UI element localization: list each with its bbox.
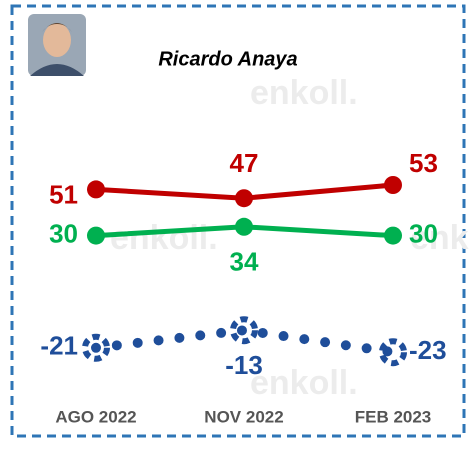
- data-label: 30: [409, 218, 438, 248]
- point: [235, 218, 253, 236]
- x-tick-label: NOV 2022: [204, 407, 283, 426]
- data-label: 30: [49, 218, 78, 248]
- watermark: enkoll.: [250, 364, 358, 402]
- data-label: 34: [230, 247, 259, 277]
- point: [384, 227, 402, 245]
- x-tick-label: AGO 2022: [55, 407, 136, 426]
- x-tick-label: FEB 2023: [355, 407, 432, 426]
- point: [235, 189, 253, 207]
- watermark: enkoll.: [250, 74, 358, 112]
- data-label: 51: [49, 179, 78, 209]
- point: [87, 180, 105, 198]
- chart: enkoll. enkoll. enkoll. enkoll. Ricardo …: [0, 0, 470, 452]
- chart-title: Ricardo Anaya: [158, 48, 297, 70]
- data-label: 53: [409, 148, 438, 178]
- data-label: -13: [225, 350, 263, 380]
- data-label: -23: [409, 335, 447, 365]
- data-label: -21: [40, 331, 78, 361]
- photo: [28, 14, 86, 76]
- point: [384, 176, 402, 194]
- point: [87, 227, 105, 245]
- data-label: 47: [230, 148, 259, 178]
- watermark: enkoll.: [110, 219, 218, 257]
